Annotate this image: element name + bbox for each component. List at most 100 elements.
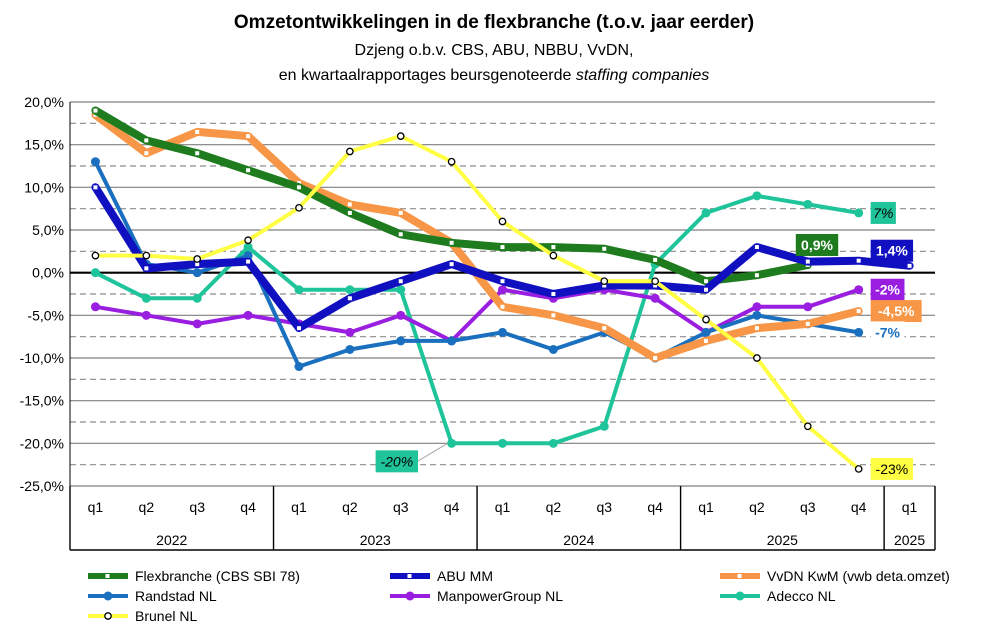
data-point	[499, 303, 506, 310]
data-point	[90, 157, 100, 167]
data-point	[753, 325, 760, 332]
data-point	[752, 191, 762, 201]
data-point	[194, 150, 201, 157]
data-point	[143, 150, 150, 157]
data-point	[346, 201, 353, 208]
data-point	[499, 244, 506, 251]
y-tick-label: -20,0%	[20, 435, 64, 451]
data-point	[143, 265, 150, 272]
data-point	[397, 209, 404, 216]
data-point	[855, 257, 862, 264]
data-point	[652, 256, 659, 263]
y-axis: 20,0% 15,0% 10,0% 5,0% 0,0% -5,0% -10,0% -15,0%…	[20, 94, 71, 494]
y-tick-label: -10,0%	[20, 350, 64, 366]
data-label: 1,4%	[876, 243, 908, 259]
data-point	[396, 132, 405, 140]
data-point	[142, 251, 151, 260]
label-leader	[417, 442, 448, 462]
data-labels: 7% 0,9% 1,4% -2% -4,5% -7% -23% -20%	[375, 201, 922, 480]
legend-label: Brunel NL	[135, 608, 197, 624]
x-tick-label: q2	[342, 499, 358, 515]
data-point	[701, 208, 711, 218]
data-point	[601, 325, 608, 332]
data-point	[141, 310, 151, 320]
data-point	[703, 286, 710, 293]
data-point	[652, 355, 659, 361]
data-label-bg	[375, 450, 419, 473]
data-point	[243, 310, 253, 320]
year-label: 2023	[360, 532, 391, 548]
data-point	[193, 255, 202, 263]
data-point	[192, 293, 202, 303]
data-point	[346, 147, 354, 156]
data-label: -2%	[875, 282, 900, 298]
x-tick-label: q4	[851, 499, 867, 515]
legend-label: Randstad NL	[135, 588, 217, 604]
x-tick-label: q2	[749, 499, 765, 515]
data-point	[295, 184, 302, 191]
data-point	[192, 268, 202, 278]
year-label: 2024	[563, 532, 594, 548]
data-label-bg	[870, 457, 914, 480]
legend-swatch-marker	[735, 591, 745, 601]
data-point	[245, 167, 252, 174]
data-point	[143, 137, 150, 144]
data-point	[854, 208, 864, 218]
data-point	[498, 438, 507, 448]
data-label-bg	[870, 300, 922, 323]
data-point	[651, 277, 659, 286]
data-label: 0,9%	[801, 237, 833, 253]
year-label: 2025	[767, 532, 798, 548]
data-label: -4,5%	[878, 303, 915, 319]
data-point	[243, 242, 253, 252]
data-point	[550, 291, 557, 297]
data-point	[803, 199, 813, 209]
x-tick-label: q3	[800, 499, 816, 515]
legend-swatch-marker	[736, 573, 743, 579]
legend-label: Adecco NL	[767, 588, 836, 604]
data-point	[854, 465, 863, 473]
data-point	[752, 302, 762, 312]
data-point	[549, 251, 558, 260]
data-point	[601, 245, 608, 252]
series-brunel-nl	[91, 132, 863, 473]
data-point	[92, 107, 99, 114]
data-point	[550, 244, 557, 251]
legend-label: VvDN KwM (vwb deta.omzet)	[767, 568, 950, 584]
legend-label: Flexbranche (CBS SBI 78)	[135, 568, 300, 584]
x-tick-label: q1	[495, 499, 511, 515]
subtitle-italic: staffing companies	[576, 67, 709, 84]
data-point	[498, 327, 507, 337]
data-point	[194, 128, 201, 135]
data-point	[599, 421, 609, 431]
data-label: -20%	[380, 453, 413, 469]
data-point	[447, 157, 456, 166]
x-tick-label: q3	[596, 499, 612, 515]
data-label-bg	[795, 233, 839, 256]
legend-label: ABU MM	[437, 568, 493, 584]
y-tick-label: 5,0%	[32, 222, 64, 238]
data-point	[295, 325, 302, 332]
data-point	[702, 315, 710, 324]
data-point	[141, 293, 151, 303]
legend-swatch-marker	[104, 573, 111, 579]
data-point	[804, 258, 811, 265]
data-point	[703, 337, 710, 344]
data-point	[498, 217, 507, 226]
data-label-bg	[870, 239, 914, 262]
series-abu-mm	[91, 183, 914, 333]
data-point	[345, 344, 355, 354]
legend-item-abu-mm: ABU MM	[390, 568, 493, 584]
data-label-bg	[870, 201, 896, 224]
data-point	[396, 336, 406, 346]
data-point	[345, 327, 355, 337]
data-label: -7%	[875, 324, 900, 340]
data-point	[396, 310, 406, 320]
x-tick-label: q3	[189, 499, 205, 515]
data-point	[753, 354, 761, 362]
data-point	[244, 236, 252, 245]
legend-item-randstad-nl: Randstad NL	[88, 588, 217, 604]
data-point	[294, 285, 304, 295]
legend: Flexbranche (CBS SBI 78) ABU MM VvDN KwM (…	[88, 568, 950, 624]
